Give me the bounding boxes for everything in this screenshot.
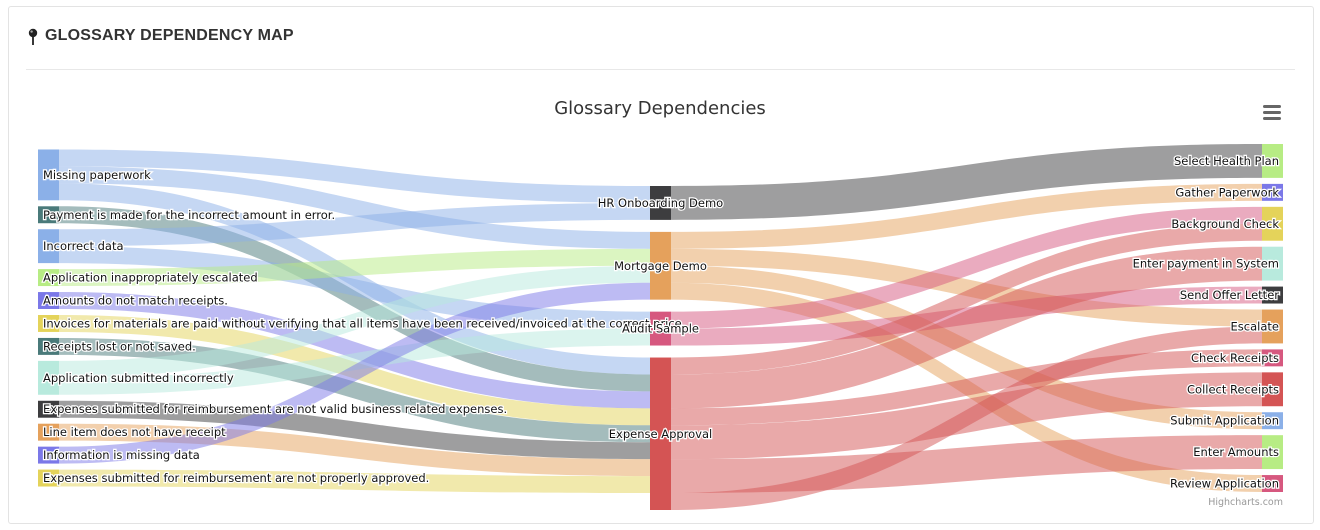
sankey-node-send-offer-letter[interactable] <box>1262 286 1283 304</box>
sankey-link[interactable] <box>671 265 1262 430</box>
sankey-link[interactable] <box>671 144 1262 220</box>
node-label-audit-sample: Audit Sample <box>622 322 699 336</box>
sankey-node-line-item-does-not-have-receipt[interactable] <box>38 423 59 441</box>
header-divider <box>26 69 1295 70</box>
node-label-check-receipts: Check Receipts <box>1191 351 1279 365</box>
sankey-link[interactable] <box>671 246 1262 409</box>
sankey-node-enter-payment-in-system[interactable] <box>1262 246 1283 281</box>
node-label-background-check: Background Check <box>1171 217 1279 231</box>
sankey-link[interactable] <box>59 206 650 392</box>
sankey-node-audit-sample[interactable] <box>650 311 671 346</box>
sankey-link[interactable] <box>59 328 650 395</box>
node-label-application-submitted-incorrectly: Application submitted incorrectly <box>43 371 234 385</box>
node-label-incorrect-data: Incorrect data <box>43 239 124 253</box>
node-label-invoices-for-materials-are-paid-without-: Invoices for materials are paid without … <box>43 316 685 330</box>
sankey-link[interactable] <box>59 265 650 378</box>
sankey-node-mortgage-demo[interactable] <box>650 231 671 300</box>
sankey-link[interactable] <box>671 183 1262 249</box>
sankey-node-select-health-plan[interactable] <box>1262 144 1283 178</box>
sankey-link[interactable] <box>671 349 1262 426</box>
node-label-expenses-submitted-for-reimbursement-are: Expenses submitted for reimbursement are… <box>43 402 507 416</box>
sankey-node-information-is-missing-data[interactable] <box>38 446 59 464</box>
node-label-enter-payment-in-system: Enter payment in System <box>1133 257 1279 271</box>
map-pin-icon <box>27 28 39 45</box>
sankey-node-missing-paperwork[interactable] <box>38 149 59 201</box>
sankey-labels: Missing paperwork Payment is made for the… <box>42 153 1281 492</box>
sankey-link[interactable] <box>59 400 650 460</box>
sankey-node-expense-approval[interactable] <box>650 357 671 510</box>
node-label-payment-is-made-for-the-incorrect-amount: Payment is made for the incorrect amount… <box>43 208 335 222</box>
sankey-link[interactable] <box>59 282 650 464</box>
sankey-node-expenses-submitted-for-reimbursement-are[interactable] <box>38 469 59 487</box>
node-label-expenses-submitted-for-reimbursement-are: Expenses submitted for reimbursement are… <box>43 471 429 485</box>
hamburger-menu-icon[interactable] <box>1263 105 1281 120</box>
node-label-application-inappropriately-escalated: Application inappropriately escalated <box>43 271 258 285</box>
panel-header: GLOSSARY DEPENDENCY MAP <box>27 27 294 45</box>
sankey-node-check-receipts[interactable] <box>1262 349 1283 367</box>
node-label-mortgage-demo: Mortgage Demo <box>614 259 707 273</box>
sankey-link[interactable] <box>59 202 650 247</box>
sankey-node-invoices-for-materials-are-paid-without-[interactable] <box>38 315 59 332</box>
node-label-missing-paperwork: Missing paperwork <box>43 168 151 182</box>
node-label-expense-approval: Expense Approval <box>609 427 712 441</box>
sankey-nodes <box>38 144 1283 510</box>
node-label-information-is-missing-data: Information is missing data <box>43 448 200 462</box>
sankey-link[interactable] <box>671 326 1262 510</box>
node-label-review-application: Review Application <box>1170 477 1279 491</box>
sankey-node-background-check[interactable] <box>1262 206 1283 241</box>
panel-title: GLOSSARY DEPENDENCY MAP <box>45 27 294 44</box>
node-label-receipts-lost-or-not-saved: Receipts lost or not saved. <box>43 339 196 353</box>
sankey-node-receipts-lost-or-not-saved[interactable] <box>38 337 59 355</box>
node-label-submit-application: Submit Application <box>1170 414 1279 428</box>
node-label-line-item-does-not-have-receipt: Line item does not have receipt <box>43 425 226 439</box>
sankey-link[interactable] <box>59 183 650 375</box>
sankey-node-expenses-submitted-for-reimbursement-are[interactable] <box>38 400 59 418</box>
node-label-amounts-do-not-match-receipts: Amounts do not match receipts. <box>43 294 228 308</box>
sankey-node-incorrect-data[interactable] <box>38 229 59 264</box>
credits-label[interactable]: Highcharts.com <box>1208 497 1283 508</box>
node-label-escalate: Escalate <box>1231 319 1279 333</box>
sankey-links <box>59 144 1262 510</box>
sankey-node-gather-paperwork[interactable] <box>1262 183 1283 201</box>
sankey-node-application-inappropriately-escalated[interactable] <box>38 269 59 287</box>
sankey-node-amounts-do-not-match-receipts[interactable] <box>38 292 59 309</box>
sankey-node-payment-is-made-for-the-incorrect-amount[interactable] <box>38 206 59 224</box>
sankey-link[interactable] <box>59 292 650 409</box>
node-label-gather-paperwork: Gather Paperwork <box>1175 185 1279 199</box>
node-label-collect-receipts: Collect Receipts <box>1187 382 1279 396</box>
sankey-node-enter-amounts[interactable] <box>1262 435 1283 470</box>
sankey-node-escalate[interactable] <box>1262 309 1283 344</box>
sankey-link[interactable] <box>59 149 650 203</box>
sankey-link[interactable] <box>59 248 650 287</box>
node-label-enter-amounts: Enter Amounts <box>1193 445 1279 459</box>
sankey-link[interactable] <box>59 166 650 249</box>
sankey-node-application-submitted-incorrectly[interactable] <box>38 360 59 395</box>
sankey-node-collect-receipts[interactable] <box>1262 372 1283 407</box>
node-label-select-health-plan: Select Health Plan <box>1174 154 1279 168</box>
sankey-node-hr-onboarding-demo[interactable] <box>650 186 671 220</box>
chart-title: Glossary Dependencies <box>554 98 766 119</box>
sankey-link[interactable] <box>59 469 650 494</box>
node-label-hr-onboarding-demo: HR Onboarding Demo <box>598 196 723 210</box>
sankey-node-review-application[interactable] <box>1262 475 1283 492</box>
sankey-node-submit-application[interactable] <box>1262 412 1283 430</box>
node-label-send-offer-letter: Send Offer Letter <box>1180 288 1279 302</box>
sankey-link[interactable] <box>671 223 1262 375</box>
sankey-link[interactable] <box>671 206 1262 329</box>
